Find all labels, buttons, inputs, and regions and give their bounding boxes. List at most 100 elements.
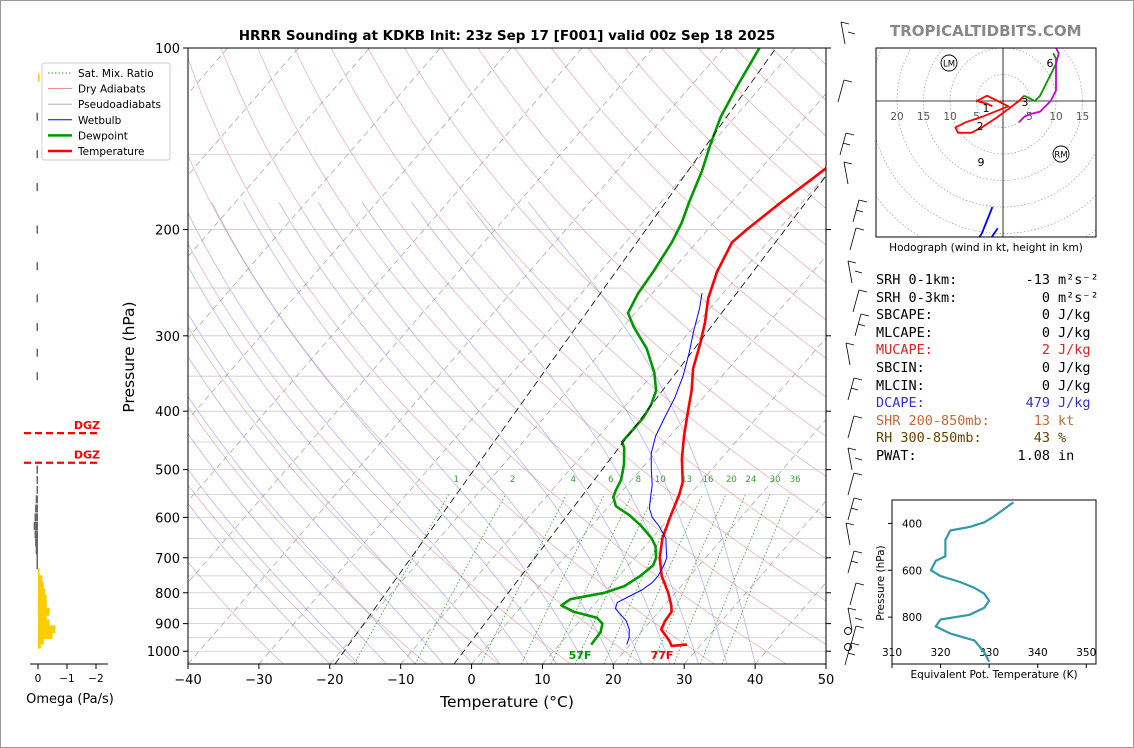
param-unit: in xyxy=(1058,447,1075,464)
omega-tick-label: −1 xyxy=(59,673,74,685)
dewpoint-line xyxy=(560,48,761,646)
y-axis-label: Pressure (hPa) xyxy=(120,301,138,412)
isotherm xyxy=(0,48,15,664)
hodograph-height-label: 9 xyxy=(978,156,985,169)
temperature-line xyxy=(658,166,826,648)
moist-adiabat xyxy=(527,201,756,664)
wind-barb xyxy=(847,607,863,631)
reference-line xyxy=(453,175,827,665)
wind-barb xyxy=(845,522,855,546)
omega-bar xyxy=(36,561,38,570)
y-tick-label: 400 xyxy=(155,405,180,420)
param-row: MLCIN: 0 J/kg xyxy=(876,378,1099,396)
hodograph-frame xyxy=(875,47,1097,238)
omega-bar xyxy=(36,225,38,234)
legend-item: Dewpoint xyxy=(78,130,128,142)
param-unit: % xyxy=(1058,430,1067,447)
dry-adiabat xyxy=(188,406,428,664)
x-tick-label: −30 xyxy=(245,673,272,688)
moist-adiabat xyxy=(466,201,728,664)
moist-adiabat xyxy=(188,468,359,664)
omega-bar xyxy=(36,150,38,159)
hodograph-ring-label: 5 xyxy=(973,111,980,123)
isotherm xyxy=(188,48,441,339)
dgz-label: DGZ xyxy=(74,449,100,462)
param-label: SBCAPE: xyxy=(876,307,933,324)
omega-bar xyxy=(33,521,38,530)
omega-bar xyxy=(38,631,53,640)
dry-adiabat xyxy=(257,48,826,645)
omega-bar xyxy=(38,588,46,597)
param-value: 0 xyxy=(1041,307,1050,324)
surface-temperature-label: 77F xyxy=(651,649,674,662)
mixing-ratio-line xyxy=(480,494,567,664)
param-row: RH 300-850mb: 43% xyxy=(876,430,1099,448)
mixing-ratio-label: 36 xyxy=(790,475,801,485)
hodograph-ring-label: 10 xyxy=(1049,111,1062,123)
hodograph-ring-label: 5 xyxy=(1026,111,1033,123)
wind-barb xyxy=(847,260,863,284)
param-label: MLCAPE: xyxy=(876,324,933,341)
mixing-ratio-line xyxy=(652,494,727,664)
param-row: MLCAPE: 0 J/kg xyxy=(876,325,1099,343)
mixing-ratio-line xyxy=(574,494,655,664)
hodograph-ring-label: 20 xyxy=(890,111,903,123)
param-value: 2 xyxy=(1041,342,1050,359)
omega-bar xyxy=(38,619,50,628)
omega-bar xyxy=(35,504,38,513)
mixing-ratio-label: 20 xyxy=(726,475,737,485)
storm-motion-marker xyxy=(940,54,958,72)
wetbulb-line xyxy=(614,293,703,645)
mixing-ratio-label: 2 xyxy=(510,475,515,485)
param-label: MLCIN: xyxy=(876,377,925,394)
theta-e-line xyxy=(929,501,1015,663)
x-tick-label: 0 xyxy=(467,673,475,688)
parameters-table: SRH 0-1km: -13 m²s⁻² SRH 0-3km: 0 m²s⁻² SBCAPE… xyxy=(876,272,1099,466)
isotherm xyxy=(188,48,583,502)
skew-t-axes-frame xyxy=(187,47,827,665)
omega-bar xyxy=(38,607,50,616)
omega-bar xyxy=(38,582,44,591)
omega-bar xyxy=(36,183,38,192)
wind-barb xyxy=(849,227,865,251)
x-tick-label: −40 xyxy=(174,673,201,688)
x-tick-label: 30 xyxy=(676,673,693,688)
y-tick-label: 600 xyxy=(155,511,180,526)
param-value: 13 xyxy=(1033,412,1050,429)
dgz-label: DGZ xyxy=(74,419,100,432)
omega-bar xyxy=(38,601,47,610)
theta-e-y-tick-label: 400 xyxy=(902,518,922,530)
hodograph-3-6km-line xyxy=(1023,52,1057,102)
param-unit: J/kg xyxy=(1058,377,1091,394)
chart-title: HRRR Sounding at KDKB Init: 23z Sep 17 [… xyxy=(239,28,776,44)
x-tick-label: −20 xyxy=(316,673,343,688)
y-tick-label: 700 xyxy=(155,552,180,567)
legend: Sat. Mix. Ratio Dry Adiabats Pseudoadiabat… xyxy=(41,62,171,161)
dry-adiabat xyxy=(188,243,571,664)
storm-motion-marker xyxy=(1052,145,1070,163)
omega-bar xyxy=(34,530,38,539)
x-tick-label: 50 xyxy=(818,673,835,688)
dry-adiabat xyxy=(188,561,284,664)
storm-motion-label: LM xyxy=(943,60,955,70)
param-value: 1.08 xyxy=(1017,447,1050,464)
hodograph-0-3km-line xyxy=(954,94,1025,134)
legend-item: Pseudoadiabats xyxy=(78,99,161,111)
param-unit: J/kg xyxy=(1058,342,1091,359)
hodograph-ring-label: 15 xyxy=(1076,111,1089,123)
omega-bar xyxy=(38,73,40,82)
omega-bar xyxy=(38,636,44,645)
hodograph-height-label: 3 xyxy=(1022,96,1029,109)
isotherm xyxy=(188,48,299,176)
omega-bar xyxy=(36,262,38,271)
y-tick-label: 100 xyxy=(155,42,180,57)
wind-barb xyxy=(839,132,855,156)
mixing-ratio-line xyxy=(626,494,703,664)
dry-adiabat xyxy=(294,48,826,602)
mixing-ratio-label: 1 xyxy=(453,475,458,485)
theta-e-y-tick-label: 600 xyxy=(902,565,922,577)
dry-adiabat xyxy=(514,48,826,359)
param-label: RH 300-850mb: xyxy=(876,430,982,447)
param-unit: m²s⁻² xyxy=(1058,289,1099,306)
dry-adiabat xyxy=(477,48,826,398)
